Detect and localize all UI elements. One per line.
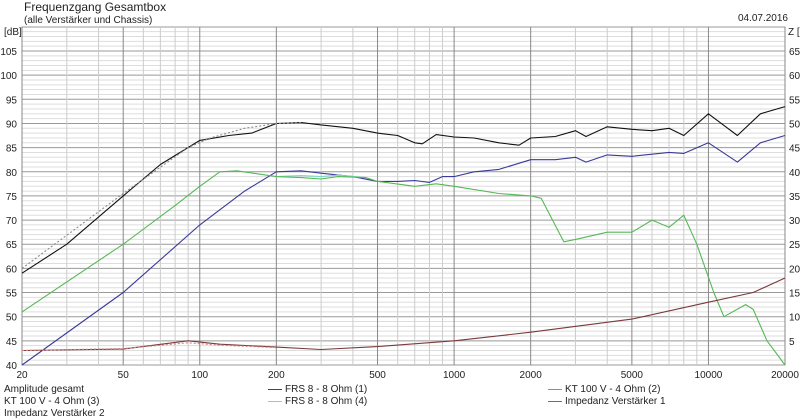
y-tick-label: 90	[6, 119, 18, 130]
y-tick-label: 95	[6, 95, 18, 106]
y2-tick-label: 30	[789, 216, 800, 227]
y-tick-label: 55	[6, 289, 18, 300]
chart-title: Frequenzgang Gesamtbox	[24, 0, 167, 14]
x-tick-label: 200	[268, 370, 285, 381]
series-line-amplitude-gesamt	[21, 106, 786, 274]
legend-item: Amplitude gesamt	[4, 384, 85, 395]
y-tick-label: 60	[6, 264, 18, 275]
x-tick-label: 5000	[621, 370, 644, 381]
x-tick-label: 10000	[695, 370, 723, 381]
legend-item: KT 100 V - 4 Ohm (3)	[4, 396, 100, 407]
y2-tick-label: 5	[789, 337, 795, 348]
y2-axis-label: Z [	[788, 27, 800, 38]
y-tick-label: 75	[6, 192, 18, 203]
y2-tick-label: 20	[789, 264, 800, 275]
series-line-reference	[21, 121, 302, 269]
series-line-reference	[21, 342, 277, 352]
y2-tick-label: 25	[789, 240, 800, 251]
series-line-frs-8-8-ohm-4-	[276, 174, 366, 179]
y-tick-label: 65	[6, 240, 18, 251]
y2-tick-label: 65	[789, 47, 800, 58]
y2-tick-label: 55	[789, 95, 800, 106]
y-tick-label: 100	[0, 71, 17, 82]
y-tick-label: 80	[6, 168, 18, 179]
y-axis-label: [dB]	[4, 27, 22, 38]
y-tick-label: 70	[6, 216, 18, 227]
series-line-impedanz-verst-rker-1	[21, 277, 786, 352]
legend-item: KT 100 V - 4 Ohm (2)	[548, 384, 660, 395]
y2-tick-label: 45	[789, 144, 800, 155]
x-tick-label: 20000	[771, 370, 799, 381]
x-tick-label: 1000	[443, 370, 466, 381]
x-tick-label: 500	[369, 370, 386, 381]
chart-date: 04.07.2016	[737, 13, 788, 24]
y-tick-label: 45	[6, 337, 18, 348]
x-tick-label: 2000	[520, 370, 543, 381]
y2-tick-label: 50	[789, 119, 800, 130]
y2-tick-label: 35	[789, 192, 800, 203]
x-tick-label: 100	[191, 370, 208, 381]
legend-item: FRS 8 - 8 Ohm (4)	[268, 396, 367, 407]
chart-subtitle: (alle Verstärker und Chassis)	[24, 15, 153, 26]
x-tick-label: 20	[16, 370, 28, 381]
y-tick-label: 105	[0, 47, 17, 58]
y-tick-label: 40	[6, 361, 18, 372]
legend-item: Impedanz Verstärker 1	[548, 396, 666, 407]
y2-tick-label: 15	[789, 289, 800, 300]
series-line-kt-100-v-4-ohm-2-	[21, 170, 786, 366]
y-tick-label: 50	[6, 313, 18, 324]
y-tick-label: 85	[6, 144, 18, 155]
y2-tick-label: 10	[789, 313, 800, 324]
series-line-frs-8-8-ohm-1-	[21, 134, 786, 366]
y2-tick-label: 60	[789, 71, 800, 82]
x-tick-label: 50	[118, 370, 130, 381]
legend-item: FRS 8 - 8 Ohm (1)	[268, 384, 367, 395]
y2-tick-label: 40	[789, 168, 800, 179]
legend-item: Impedanz Verstärker 2	[4, 408, 105, 419]
